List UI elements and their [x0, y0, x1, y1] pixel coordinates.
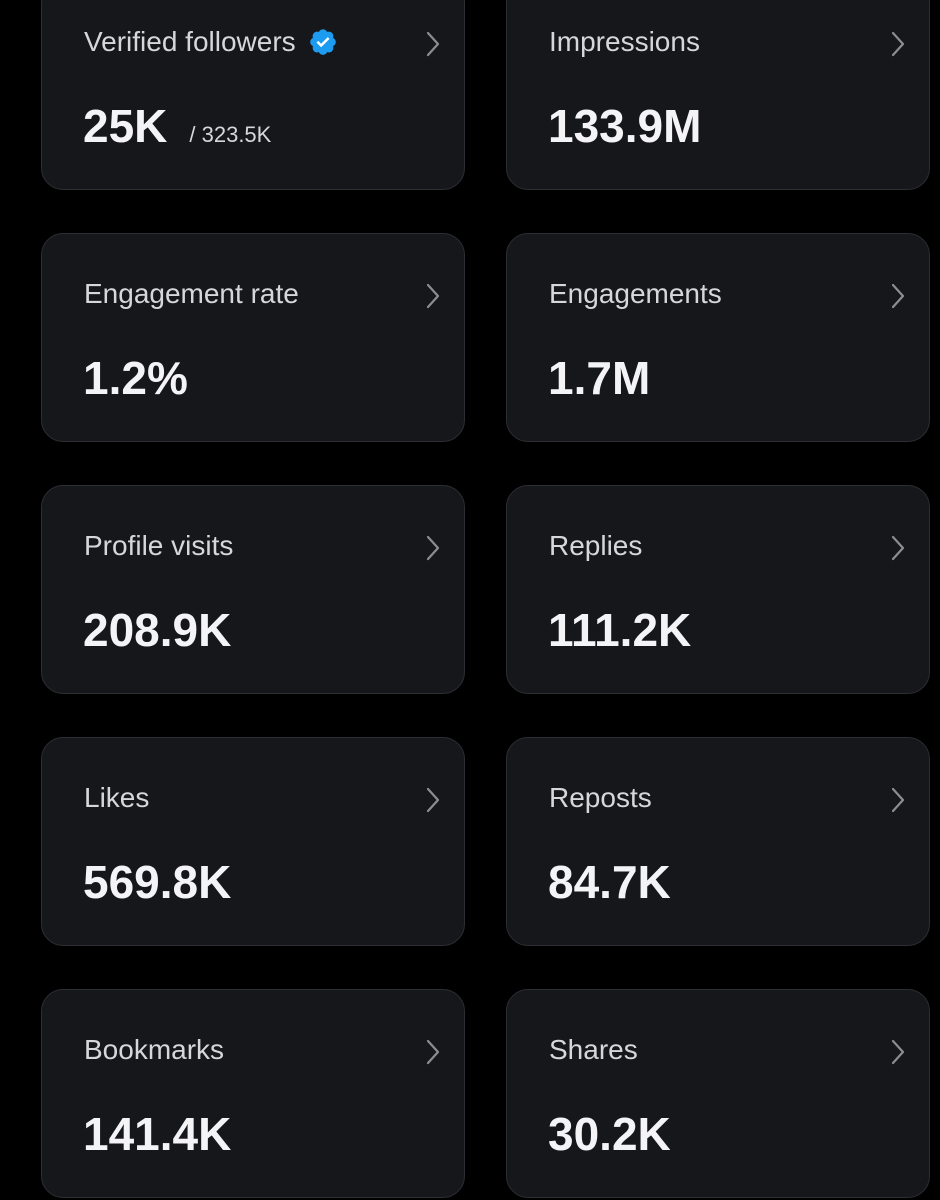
chevron-icon: [426, 283, 440, 309]
metric-label: Engagement rate: [84, 278, 299, 309]
metric-value-row: 84.7K: [548, 855, 671, 909]
metric-value-row: 1.2%: [83, 351, 188, 405]
chevron-icon: [426, 787, 440, 813]
card-header: Engagements: [549, 278, 722, 310]
chevron-icon: [426, 31, 440, 57]
card-header: Impressions: [549, 26, 700, 58]
metric-label: Replies: [549, 530, 643, 561]
metric-value: 208.9K: [83, 604, 232, 656]
metric-value: 133.9M: [548, 100, 702, 152]
metric-value: 569.8K: [83, 856, 232, 908]
metric-card[interactable]: Engagement rate 1.2%: [41, 233, 465, 442]
metric-label: Engagements: [549, 278, 722, 309]
metric-value-row: 208.9K: [83, 603, 231, 657]
metric-label: Reposts: [549, 782, 652, 813]
chevron-icon: [891, 1039, 905, 1065]
metric-value: 141.4K: [83, 1108, 232, 1160]
chevron-icon: [426, 1039, 440, 1065]
metric-card[interactable]: Likes 569.8K: [41, 737, 465, 946]
metric-value-row: 25K / 323.5K: [83, 99, 271, 153]
chevron-icon: [891, 283, 905, 309]
card-header: Bookmarks: [84, 1034, 224, 1066]
card-header: Reposts: [549, 782, 652, 814]
metric-value: 1.2%: [83, 352, 188, 404]
verified-badge: [309, 29, 336, 55]
metric-value-row: 133.9M: [548, 99, 701, 153]
metric-card[interactable]: Bookmarks 141.4K: [41, 989, 465, 1198]
metric-value: 25K: [83, 100, 168, 152]
card-header: Verified followers: [84, 26, 338, 58]
metric-value-row: 30.2K: [548, 1107, 671, 1161]
metrics-grid: Verified followers 25K / 323.5K Impressions…: [41, 0, 930, 1198]
metric-value: 111.2K: [548, 604, 692, 656]
metric-card[interactable]: Replies 111.2K: [506, 485, 930, 694]
metric-card[interactable]: Shares 30.2K: [506, 989, 930, 1198]
metric-label: Likes: [84, 782, 150, 813]
chevron-icon: [891, 787, 905, 813]
chevron-icon: [891, 535, 905, 561]
metric-value: 30.2K: [548, 1108, 671, 1160]
metric-label: Impressions: [549, 26, 700, 57]
metric-card[interactable]: Reposts 84.7K: [506, 737, 930, 946]
metric-value-row: 111.2K: [548, 603, 691, 657]
metric-label: Shares: [549, 1034, 638, 1065]
metric-card[interactable]: Impressions 133.9M: [506, 0, 930, 190]
metric-label: Bookmarks: [84, 1034, 225, 1065]
metric-total: / 323.5K: [189, 122, 272, 147]
card-header: Profile visits: [84, 530, 233, 562]
metric-value-row: 1.7M: [548, 351, 650, 405]
metric-label: Verified followers: [84, 26, 296, 57]
card-header: Replies: [549, 530, 642, 562]
card-header: Shares: [549, 1034, 638, 1066]
metric-card[interactable]: Profile visits 208.9K: [41, 485, 465, 694]
metric-card[interactable]: Engagements 1.7M: [506, 233, 930, 442]
metric-value-row: 569.8K: [83, 855, 231, 909]
chevron-icon: [426, 535, 440, 561]
metric-value: 84.7K: [548, 856, 671, 908]
card-header: Engagement rate: [84, 278, 299, 310]
metric-value: 1.7M: [548, 352, 651, 404]
chevron-icon: [891, 31, 905, 57]
metric-label: Profile visits: [84, 530, 234, 561]
card-header: Likes: [84, 782, 149, 814]
metric-card[interactable]: Verified followers 25K / 323.5K: [41, 0, 465, 190]
metric-value-row: 141.4K: [83, 1107, 231, 1161]
